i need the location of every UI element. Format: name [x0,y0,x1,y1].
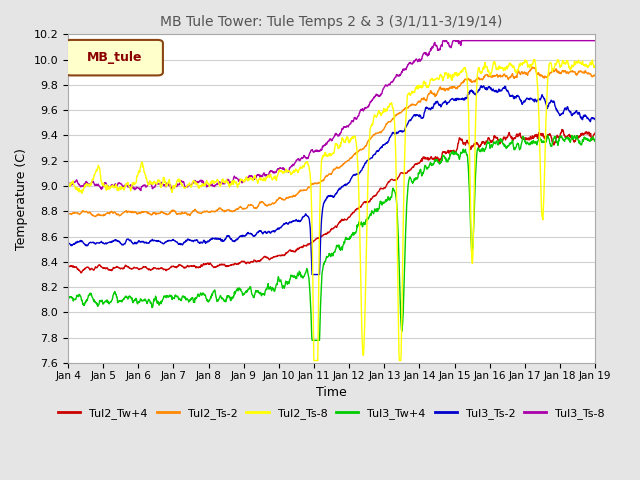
X-axis label: Time: Time [316,386,347,399]
FancyBboxPatch shape [65,40,163,75]
Legend: Tul2_Tw+4, Tul2_Ts-2, Tul2_Ts-8, Tul3_Tw+4, Tul3_Ts-2, Tul3_Ts-8: Tul2_Tw+4, Tul2_Ts-2, Tul2_Ts-8, Tul3_Tw… [54,403,609,423]
Text: MB_tule: MB_tule [86,51,142,64]
Title: MB Tule Tower: Tule Temps 2 & 3 (3/1/11-3/19/14): MB Tule Tower: Tule Temps 2 & 3 (3/1/11-… [161,15,503,29]
Y-axis label: Temperature (C): Temperature (C) [15,148,28,250]
